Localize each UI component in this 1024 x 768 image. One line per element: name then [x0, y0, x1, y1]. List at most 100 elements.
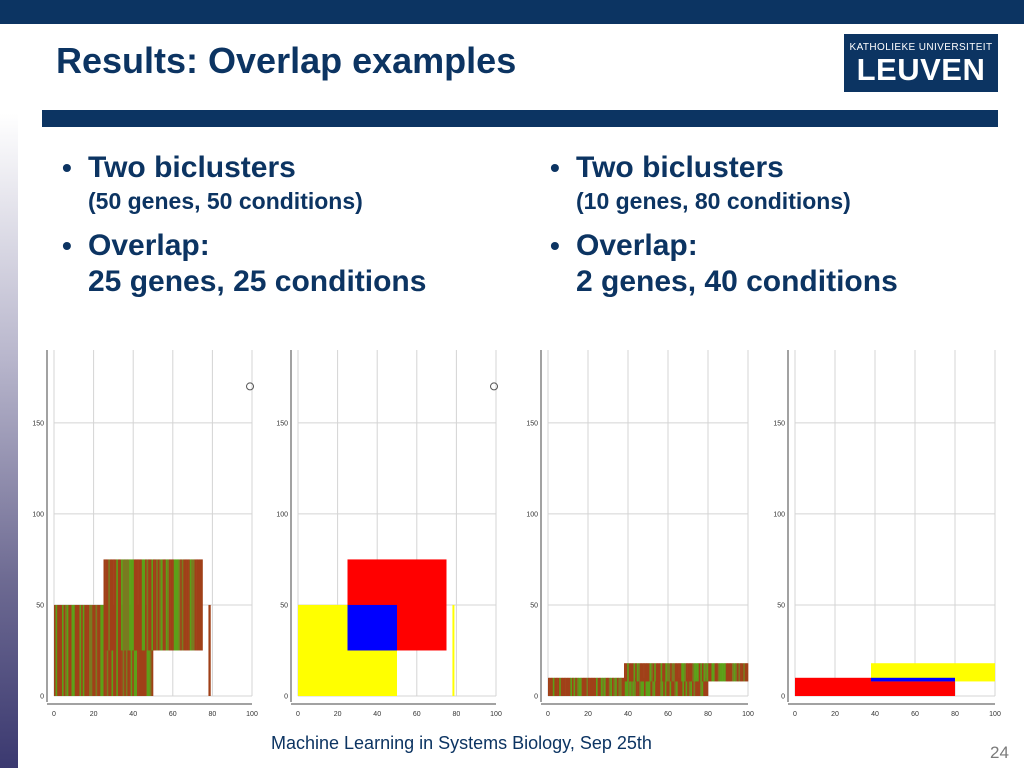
expression-column — [208, 604, 211, 696]
x-tick-label: 100 — [742, 711, 754, 718]
expression-column — [682, 663, 685, 682]
bullet-text: Two biclusters — [88, 151, 296, 184]
expression-column — [602, 677, 605, 696]
expression-column — [559, 677, 562, 696]
expression-column — [698, 677, 701, 696]
expression-column — [122, 559, 125, 651]
expression-column — [669, 677, 672, 696]
x-tick-label: 60 — [911, 711, 919, 718]
expression-column — [85, 604, 88, 696]
expression-column — [711, 663, 714, 682]
expression-column — [725, 663, 728, 682]
expression-column — [106, 559, 109, 651]
expression-column — [154, 559, 157, 651]
expression-column — [676, 677, 678, 696]
expression-column — [153, 559, 155, 651]
expression-column — [663, 677, 666, 696]
expression-column — [620, 677, 622, 696]
expression-column — [631, 663, 634, 682]
page-number: 24 — [990, 743, 1009, 762]
expression-column — [608, 677, 611, 696]
expression-column — [61, 604, 64, 696]
expression-column — [119, 559, 122, 651]
x-tick-label: 40 — [373, 711, 381, 718]
expression-column — [556, 677, 558, 696]
expression-column — [65, 604, 68, 696]
expression-column — [138, 559, 141, 651]
y-tick-label: 100 — [773, 511, 785, 518]
expression-column — [586, 677, 589, 696]
expression-column — [746, 663, 749, 682]
expression-column — [103, 559, 106, 651]
expression-column — [680, 677, 683, 696]
expression-column — [616, 677, 619, 696]
expression-column — [657, 663, 660, 682]
expression-column — [633, 663, 636, 682]
x-tick-label: 20 — [831, 711, 839, 718]
bullet-subtext: (50 genes, 50 conditions) — [88, 188, 363, 214]
university-logo: KATHOLIEKE UNIVERSITEIT LEUVEN — [844, 34, 998, 92]
expression-column — [695, 677, 698, 696]
expression-column — [706, 677, 709, 696]
expression-column — [186, 559, 189, 651]
expression-column — [647, 663, 650, 682]
chart-labels-right: 0 20 40 60 80 100 0 50 100 150 — [773, 350, 1001, 718]
expression-column — [92, 604, 95, 696]
x-tick-label: 0 — [296, 711, 300, 718]
expression-column — [684, 663, 687, 682]
expression-column — [173, 559, 176, 651]
expression-column — [690, 677, 693, 696]
y-tick-label: 150 — [276, 420, 288, 427]
expression-column — [81, 604, 84, 696]
y-tick-label: 100 — [32, 511, 44, 518]
expression-column — [636, 663, 639, 682]
expression-column — [100, 604, 103, 696]
expression-column — [654, 663, 657, 682]
expression-column — [164, 559, 167, 651]
expression-column — [55, 604, 58, 696]
expression-column — [626, 677, 629, 696]
expression-column — [589, 677, 592, 696]
expression-column — [687, 677, 690, 696]
expression-column — [648, 677, 651, 696]
expression-column — [634, 677, 637, 696]
bicluster-block — [795, 677, 955, 696]
slide-title: Results: Overlap examples — [56, 40, 517, 81]
bullet-text: Two biclusters — [576, 151, 784, 184]
expression-column — [180, 559, 183, 651]
expression-column — [736, 663, 739, 682]
expression-column — [74, 604, 77, 696]
expression-column — [167, 559, 170, 651]
expression-column — [71, 604, 74, 696]
x-tick-label: 80 — [704, 711, 712, 718]
expression-column — [66, 604, 69, 696]
expression-column — [109, 559, 112, 651]
expression-column — [701, 663, 704, 682]
expression-column — [552, 677, 555, 696]
x-tick-label: 20 — [90, 711, 98, 718]
expression-column — [631, 677, 634, 696]
expression-column — [709, 663, 712, 682]
expression-column — [671, 677, 674, 696]
expression-column — [188, 559, 191, 651]
expression-column — [730, 663, 733, 682]
expression-column — [672, 677, 675, 696]
x-tick-label: 60 — [413, 711, 421, 718]
expression-column — [79, 604, 82, 696]
expression-column — [732, 663, 734, 682]
bullet-dot: • — [550, 230, 560, 261]
y-tick-label: 150 — [32, 420, 44, 427]
expression-column — [716, 663, 719, 682]
expression-column — [624, 677, 627, 696]
expression-column — [570, 677, 573, 696]
top-bar — [0, 0, 1024, 24]
right-bullets: • Two biclusters (10 genes, 80 condition… — [540, 150, 898, 300]
bullet-subtext: 25 genes, 25 conditions — [88, 265, 427, 298]
expression-column — [196, 559, 199, 651]
expression-column — [143, 559, 146, 651]
expression-column — [194, 559, 197, 651]
expression-column — [664, 677, 667, 696]
expression-column — [728, 663, 731, 682]
expression-column — [597, 677, 600, 696]
expression-column — [567, 677, 570, 696]
